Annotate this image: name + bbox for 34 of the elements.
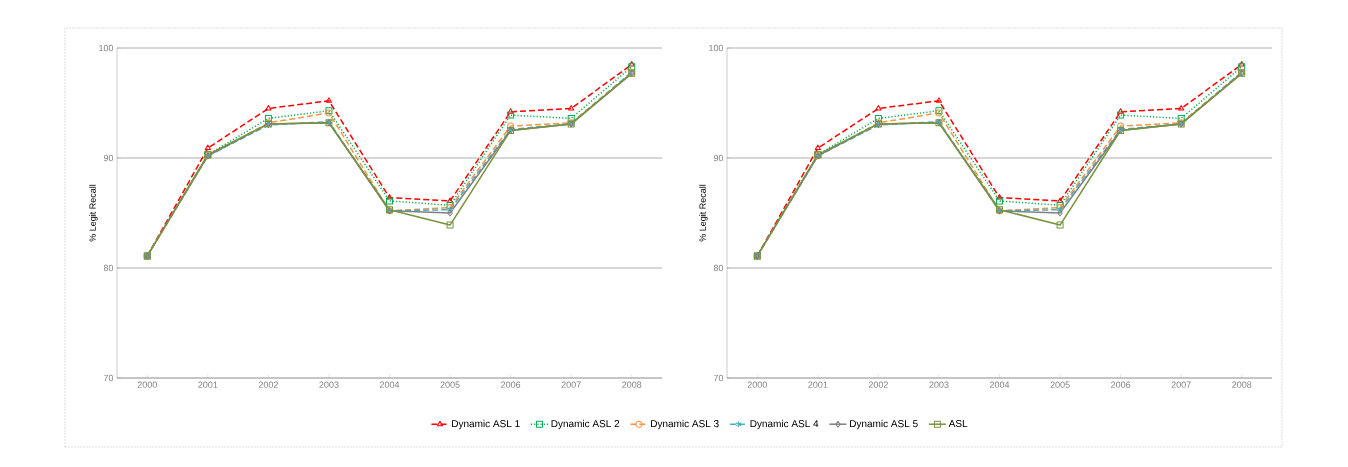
y-axis-title: % Legit Recall [89,184,98,242]
x-tick-label: 2005 [440,381,460,388]
y-tick-label: 90 [713,154,724,162]
x-tick-label: 2008 [1232,381,1252,388]
legend-label: Dynamic ASL 3 [651,419,719,430]
y-axis-title: % Legit Recall [699,184,708,242]
x-tick-label: 2004 [379,381,400,388]
legend-label: ASL [948,419,968,428]
x-tick-label: 2002 [868,381,888,388]
legend-label: Dynamic ASL 1 [452,419,520,430]
x-tick-label: 2004 [989,381,1010,388]
x-tick-label: 2000 [747,381,767,388]
y-tick-label: 70 [713,374,724,382]
x-tick-label: 2006 [501,381,521,388]
legend-label: Dynamic ASL 5 [850,419,918,430]
x-tick-label: 2005 [1050,381,1070,388]
x-tick-label: 2006 [1111,381,1131,388]
x-tick-label: 2008 [622,381,642,388]
x-tick-label: 2007 [561,381,581,388]
x-tick-label: 2003 [929,381,949,388]
y-tick-label: 70 [103,374,114,382]
legend-label: Dynamic ASL 4 [750,419,819,430]
y-tick-label: 100 [99,44,114,52]
x-tick-label: 2003 [319,381,339,388]
y-tick-label: 100 [709,44,724,52]
x-tick-label: 2000 [137,381,157,388]
y-tick-label: 80 [713,264,724,272]
x-tick-label: 2001 [198,381,218,388]
y-tick-label: 90 [103,154,114,162]
y-tick-label: 80 [103,264,114,272]
x-tick-label: 2007 [1171,381,1191,388]
legend-label: Dynamic ASL 2 [551,419,620,430]
x-tick-label: 2002 [258,381,278,388]
x-tick-label: 2001 [808,381,828,388]
